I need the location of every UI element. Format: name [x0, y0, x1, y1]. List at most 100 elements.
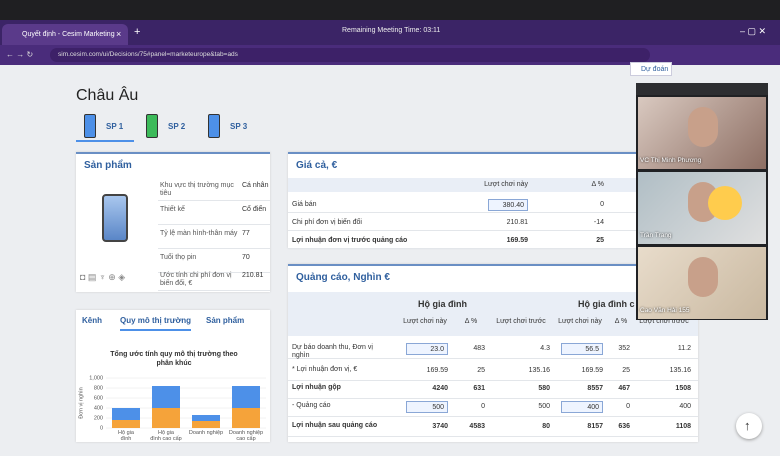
- cell-value: 169.59: [581, 367, 603, 374]
- product-tab[interactable]: SP 2: [138, 112, 196, 142]
- tab[interactable]: Quyết định - Cesim Marketing ×: [2, 24, 128, 45]
- column-header: Lượt chơi này: [558, 318, 602, 325]
- cell-value[interactable]: 23.0: [406, 343, 448, 355]
- y-tick-label: 800: [94, 385, 103, 391]
- row-label: Lợi nhuận gộp: [292, 384, 341, 391]
- cell-value: 1108: [675, 423, 691, 430]
- cell-value[interactable]: 56.5: [561, 343, 603, 355]
- feature-icons: ◘ ▤ ♆ ⊕ ◈: [80, 272, 126, 282]
- column-header: Lượt chơi trước: [639, 318, 689, 325]
- x-tick-label: Doanh nghiệp cao cấp: [229, 430, 263, 442]
- label-line: Hộ gia: [158, 430, 175, 436]
- cell-value: 500: [538, 403, 550, 410]
- cell-value: 0: [626, 403, 630, 410]
- y-tick-label: 400: [94, 405, 103, 411]
- tab-label: SP 1: [106, 122, 124, 131]
- cell-value: 352: [618, 345, 630, 352]
- bar-segment: [112, 408, 140, 420]
- cell-value: 483: [473, 345, 485, 352]
- region-title: Châu Âu: [76, 87, 139, 104]
- participant-name: Cao Văn Hải 155: [640, 307, 690, 314]
- participant-name: VC Thị Minh Phương: [640, 157, 702, 164]
- column-header: Δ %: [591, 181, 604, 188]
- tab-label: SP 3: [230, 122, 248, 131]
- product-panel: Sản phẩm ◘ ▤ ♆ ⊕ ◈ Khu vực thị trường mụ…: [76, 152, 270, 292]
- cell-value: 3740: [432, 423, 448, 430]
- window-controls[interactable]: – ▢ ✕: [740, 26, 767, 36]
- cell-value: 631: [473, 385, 485, 392]
- product-tab[interactable]: SP 3: [200, 112, 258, 142]
- row-label: Dự báo doanh thu, Đơn vị nghìn: [292, 344, 373, 359]
- x-tick-label: Hộ gia đình cao cấp: [150, 430, 182, 442]
- cell-value: 467: [618, 385, 630, 392]
- spec-value: 210.81: [242, 272, 264, 279]
- panel-title: Sản phẩm: [84, 160, 132, 171]
- x-tick-label: Doanh nghiệp: [189, 430, 223, 436]
- ads-panel: Quảng cáo, Nghìn € Hộ gia đình Hộ gia đìn…: [288, 264, 698, 442]
- url-field[interactable]: sim.cesim.com/ui/Decisions/75#panel=mark…: [50, 48, 650, 62]
- row-line: [288, 230, 638, 231]
- column-header: Δ %: [464, 318, 478, 325]
- row-line: [288, 358, 698, 359]
- spec-label: Tỷ lệ màn hình-thân máy: [160, 230, 238, 237]
- video-panel: VC Thị Minh Phương Trần Trang Cao Văn Hải …: [636, 83, 768, 320]
- bar-segment: [152, 386, 180, 408]
- video-toolbar: [636, 83, 768, 95]
- url: sim.cesim.com/ui/Decisions/75#panel=mark…: [58, 51, 238, 58]
- participant-name: Trần Trang: [640, 232, 672, 239]
- row-line: [158, 224, 270, 225]
- cell-value: -14: [593, 219, 604, 226]
- column-header: Lượt chơi trước: [496, 318, 546, 325]
- price-panel: Giá cả, € Lượt chơi này Δ % Giá bán 380.40 0…: [288, 152, 638, 249]
- cell-value: 4583: [469, 423, 485, 430]
- new-tab[interactable]: +: [134, 26, 141, 38]
- bar-segment: [232, 386, 260, 408]
- spec-value: 77: [242, 230, 250, 237]
- group-header: Hộ gia đình: [418, 299, 467, 309]
- cell-value[interactable]: 500: [406, 401, 448, 413]
- label-line: đình cao cấp: [150, 436, 182, 442]
- tab-title: Quyết định - Cesim Marketing: [22, 31, 115, 38]
- spec-label: Khu vực thị trường mục tiêu: [160, 182, 234, 197]
- column-header: Lượt chơi này: [484, 181, 528, 188]
- cell-value: 25: [477, 367, 485, 374]
- tab-close[interactable]: ×: [116, 29, 122, 39]
- row-label: Chi phí đơn vị biến đổi: [292, 219, 362, 226]
- row-line: [288, 212, 638, 213]
- cell-value[interactable]: 400: [561, 401, 603, 413]
- row-label: Lợi nhuận đơn vị trước quảng cáo: [292, 237, 408, 244]
- cell-value: 636: [618, 423, 630, 430]
- meeting-timer: Remaining Meeting Time: 03:11: [342, 27, 441, 34]
- product-tab[interactable]: SP 1: [76, 112, 134, 142]
- tab-label: SP 2: [168, 122, 186, 131]
- market-tab[interactable]: Kênh: [82, 316, 102, 325]
- header-row: [288, 178, 638, 192]
- cell-value: 210.81: [506, 219, 528, 226]
- scroll-top-button[interactable]: ↑: [736, 413, 762, 439]
- forecast-button[interactable]: Dự đoán: [630, 62, 672, 76]
- cell-value: 8557: [587, 385, 603, 392]
- row-line: [288, 416, 698, 417]
- cell-value: 135.16: [669, 367, 691, 374]
- row-line: [158, 200, 270, 201]
- phone-image: [102, 194, 128, 242]
- nav-buttons[interactable]: ← → ↻: [6, 50, 34, 59]
- panel-title: Quảng cáo, Nghìn €: [296, 272, 390, 283]
- cell-value: 4.3: [540, 345, 550, 352]
- spec-value: Cá nhân: [242, 182, 269, 189]
- market-tab[interactable]: Quy mô thị trường: [120, 316, 192, 331]
- phone-icon: [146, 114, 158, 138]
- label-line: Doanh nghiệp: [229, 430, 263, 436]
- face: [688, 257, 718, 297]
- market-tab[interactable]: Sản phẩm: [206, 316, 245, 325]
- tab-strip: Quyết định - Cesim Marketing × + Remaini…: [0, 20, 780, 45]
- cell-value: 1508: [675, 385, 691, 392]
- title-line: phân khúc: [156, 360, 191, 367]
- spec-value: 70: [242, 254, 250, 261]
- spec-label: Ước tính chi phí đơn vị biến đổi, €: [160, 272, 232, 287]
- bar-segment: [112, 420, 140, 428]
- row-label: * Lợi nhuận đơn vị, €: [292, 366, 358, 373]
- cell-value[interactable]: 380.40: [488, 199, 528, 211]
- y-axis-label: Đơn vị nghìn: [78, 387, 84, 418]
